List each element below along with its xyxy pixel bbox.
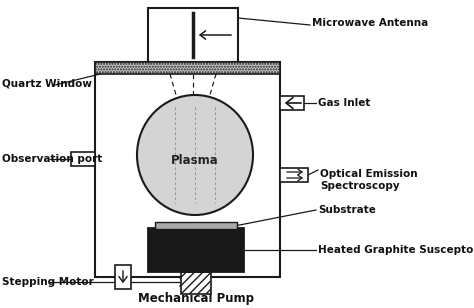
Text: Optical Emission
Spectroscopy: Optical Emission Spectroscopy — [320, 169, 418, 191]
Text: Mechanical Pump: Mechanical Pump — [138, 292, 254, 305]
Text: Gas Inlet: Gas Inlet — [318, 98, 370, 108]
Bar — [115, 265, 131, 289]
Bar — [95, 62, 280, 74]
Ellipse shape — [137, 95, 253, 215]
Bar — [155, 222, 237, 229]
Bar — [95, 62, 280, 277]
Bar — [280, 168, 308, 182]
Bar — [181, 272, 211, 294]
Text: Plasma: Plasma — [171, 153, 219, 167]
Bar — [148, 8, 238, 62]
Text: Observation port: Observation port — [2, 154, 102, 164]
Bar — [71, 152, 95, 166]
Text: Substrate: Substrate — [318, 205, 376, 215]
Text: Quartz Window: Quartz Window — [2, 78, 92, 88]
Text: Heated Graphite Susceptor: Heated Graphite Susceptor — [318, 245, 474, 255]
Text: Microwave Antenna: Microwave Antenna — [312, 18, 428, 28]
Bar — [148, 228, 244, 272]
Text: Stepping Motor: Stepping Motor — [2, 277, 94, 287]
Bar — [280, 96, 304, 110]
